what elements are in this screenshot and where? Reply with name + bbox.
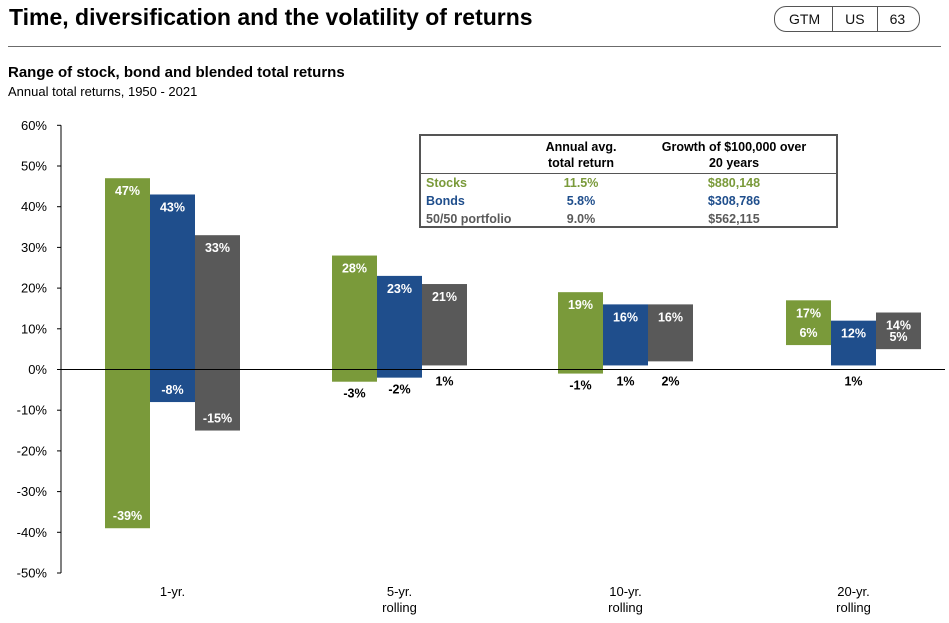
table-header-return: Annual avg. total return — [521, 139, 641, 171]
bar-max-label: 21% — [432, 290, 457, 304]
badge-gtm: GTM — [789, 11, 821, 27]
bar-stocks — [558, 292, 603, 374]
y-tick-label: 20% — [21, 281, 47, 296]
bar-min-label: 2% — [661, 375, 679, 389]
y-tick-label: -50% — [17, 566, 48, 581]
bar-50-50-portfolio — [422, 284, 467, 366]
bar-bonds — [603, 304, 648, 366]
y-tick-label: 60% — [21, 118, 47, 133]
page-badge-group: GTM US 63 — [774, 6, 921, 32]
bar-50-50-portfolio — [195, 235, 240, 431]
table-row: 50/50 portfolio 9.0% $562,115 — [421, 210, 836, 228]
y-tick-label: -10% — [17, 403, 48, 418]
table-header-growth-line1: Growth of $100,000 over — [661, 140, 807, 154]
bar-max-label: 19% — [568, 298, 593, 312]
x-category-label-line2: rolling — [836, 600, 871, 615]
bar-min-label: 1% — [616, 375, 634, 389]
bar-max-label: 43% — [160, 200, 185, 214]
y-tick-label: 50% — [21, 159, 47, 174]
returns-summary-table: Annual avg. total return Growth of $100,… — [419, 134, 838, 228]
bar-bonds — [831, 320, 876, 366]
bar-max-label: 16% — [658, 310, 683, 324]
table-row-name: Stocks — [426, 176, 467, 190]
page-title: Time, diversification and the volatility… — [9, 4, 533, 30]
y-tick-label: 30% — [21, 240, 47, 255]
table-row-growth: $308,786 — [707, 194, 761, 208]
x-category-label: 5-yr. — [387, 584, 412, 599]
chart-title: Range of stock, bond and blended total r… — [8, 64, 345, 81]
bar-max-label: 47% — [115, 184, 140, 198]
bar-max-label: 12% — [841, 327, 866, 341]
bar-min-label: -3% — [343, 387, 365, 401]
title-divider — [8, 46, 941, 47]
bar-min-label: 1% — [844, 375, 862, 389]
table-row-return: 9.0% — [566, 212, 596, 226]
table-row-growth: $880,148 — [707, 176, 761, 190]
table-row: Bonds 5.8% $308,786 — [421, 192, 836, 210]
y-tick-label: -30% — [17, 484, 48, 499]
bar-min-label: -8% — [161, 383, 183, 397]
bar-min-label: -1% — [569, 379, 591, 393]
bar-max-label: 16% — [613, 310, 638, 324]
x-category-label: 20-yr. — [837, 584, 870, 599]
y-tick-label: -40% — [17, 525, 48, 540]
bar-bonds — [150, 194, 195, 403]
bar-bonds — [377, 275, 422, 378]
bar-min-label: 5% — [889, 330, 907, 344]
table-row-return: 5.8% — [566, 194, 596, 208]
bar-min-label: 1% — [435, 375, 453, 389]
table-row-return: 11.5% — [563, 176, 599, 190]
bar-min-label: -2% — [388, 383, 410, 397]
bar-min-label: 6% — [799, 326, 817, 340]
table-row-name: 50/50 portfolio — [426, 212, 512, 226]
table-header-growth-line2: 20 years — [708, 156, 760, 170]
y-tick-label: 10% — [21, 321, 47, 336]
table-header-return-line1: Annual avg. — [545, 140, 617, 154]
table-row-growth: $562,115 — [708, 212, 760, 226]
bar-max-label: 33% — [205, 241, 230, 255]
table-header: Annual avg. total return Growth of $100,… — [421, 136, 836, 174]
badge-region: US — [832, 7, 876, 31]
x-category-label: 10-yr. — [609, 584, 642, 599]
table-row-name: Bonds — [426, 194, 465, 208]
bar-stocks — [332, 255, 377, 382]
bar-max-label: 28% — [342, 262, 367, 276]
table-row: Stocks 11.5% $880,148 — [421, 174, 836, 192]
table-header-return-line2: total return — [548, 156, 614, 170]
bar-min-label: -15% — [203, 412, 232, 426]
bar-stocks — [786, 300, 831, 346]
bar-50-50-portfolio — [876, 312, 921, 350]
chart-subtitle: Annual total returns, 1950 - 2021 — [8, 84, 198, 99]
bar-max-label: 14% — [886, 319, 911, 333]
x-category-label-line2: rolling — [608, 600, 643, 615]
bar-max-label: 23% — [387, 282, 412, 296]
y-tick-label: 0% — [28, 362, 47, 377]
x-category-label-line2: rolling — [382, 600, 417, 615]
bar-50-50-portfolio — [648, 304, 693, 362]
bar-min-label: -39% — [113, 509, 142, 523]
bar-stocks — [105, 178, 150, 529]
table-header-growth: Growth of $100,000 over 20 years — [639, 139, 829, 171]
x-category-label: 1-yr. — [160, 584, 185, 599]
bar-max-label: 17% — [796, 306, 821, 320]
y-tick-label: -20% — [17, 443, 48, 458]
badge-page-number: 63 — [876, 7, 920, 31]
y-tick-label: 40% — [21, 199, 47, 214]
